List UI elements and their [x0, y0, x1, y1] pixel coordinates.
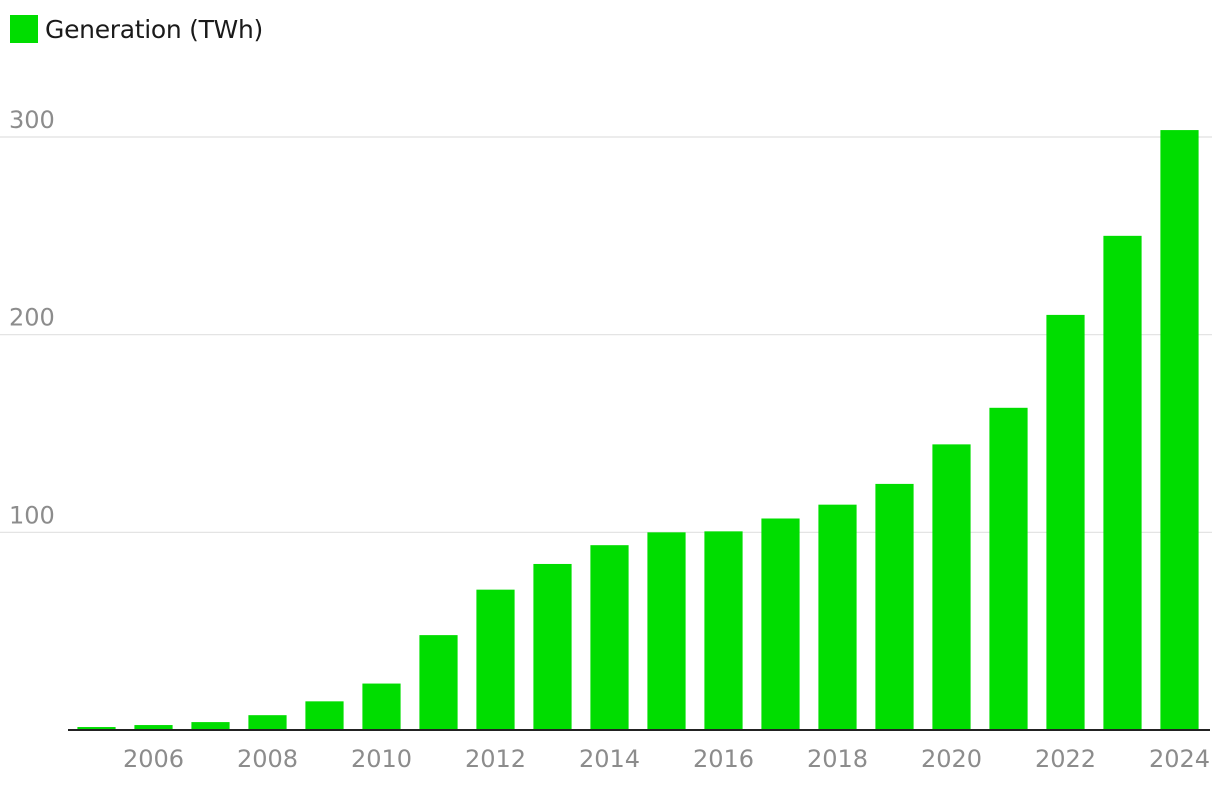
bar-2020	[932, 444, 971, 730]
bar-2013	[533, 563, 572, 730]
chart-legend: Generation (TWh)	[10, 14, 263, 44]
bar-2007	[191, 722, 230, 730]
axes: 2006 2008 2010 2012 2014 2016 2018 2020 2022 2024	[68, 729, 1210, 773]
bar-2008	[248, 715, 287, 730]
bars	[77, 130, 1199, 731]
gridlines: 100 200 300	[0, 106, 1212, 533]
bar-2006	[134, 725, 173, 730]
x-tick-label: 2024	[1149, 745, 1210, 773]
bar-2024	[1160, 130, 1199, 730]
x-tick-label: 2016	[693, 745, 754, 773]
bar-2021	[989, 407, 1028, 730]
x-tick-label: 2022	[1035, 745, 1096, 773]
y-tick-label: 300	[9, 106, 55, 134]
x-tick-label: 2018	[807, 745, 868, 773]
x-tick-label: 2014	[579, 745, 640, 773]
bar-2015	[647, 532, 686, 730]
legend-swatch	[10, 15, 38, 43]
bar-2022	[1046, 314, 1085, 730]
y-tick-label: 100	[9, 501, 55, 529]
x-tick-label: 2006	[123, 745, 184, 773]
bar-2017	[761, 518, 800, 730]
bar-2019	[875, 483, 914, 730]
x-tick-label: 2008	[237, 745, 298, 773]
bar-2005	[77, 727, 116, 730]
x-tick-label: 2020	[921, 745, 982, 773]
bar-2009	[305, 701, 344, 730]
bar-2011	[419, 635, 458, 730]
y-tick-label: 200	[9, 304, 55, 332]
bar-2023	[1103, 235, 1142, 731]
x-tick-label: 2012	[465, 745, 526, 773]
bar-2016	[704, 531, 743, 730]
bar-2010	[362, 683, 401, 730]
bar-2018	[818, 504, 857, 730]
bar-2014	[590, 545, 629, 730]
x-tick-label: 2010	[351, 745, 412, 773]
bar-2012	[476, 589, 515, 730]
legend-label: Generation (TWh)	[45, 14, 263, 44]
